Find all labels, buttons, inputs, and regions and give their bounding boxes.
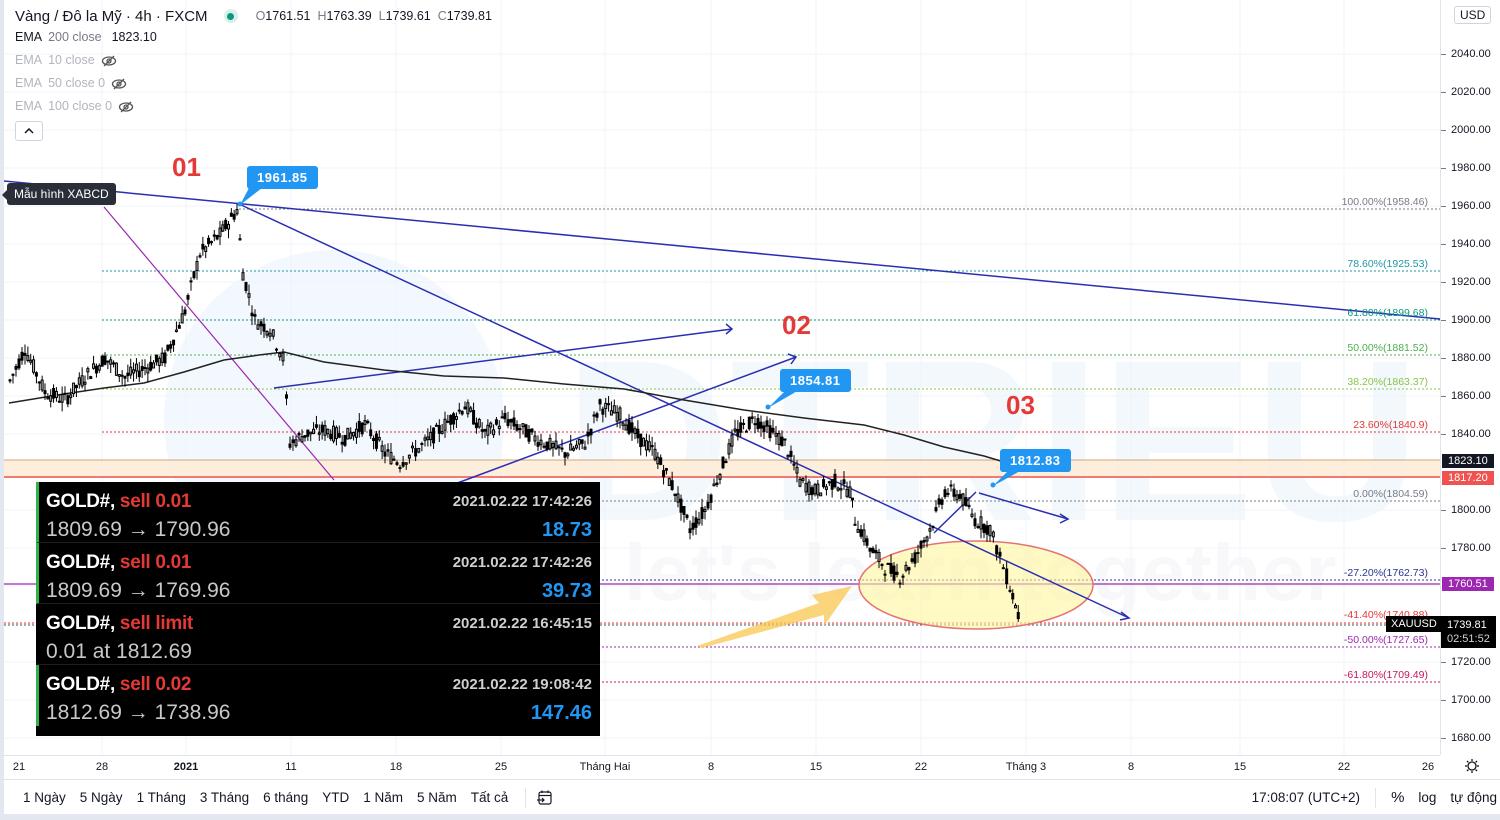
eye-hidden-icon[interactable] xyxy=(111,78,127,90)
fib-label-100: 100.00%(1958.46) xyxy=(1341,196,1428,208)
range-1y[interactable]: 1 Năm xyxy=(363,790,403,805)
indicator-ema100[interactable]: EMA 100 close 0 xyxy=(15,95,492,118)
fib-label-n50: -50.00%(1727.65) xyxy=(1343,634,1428,646)
pattern-label[interactable]: Mẫu hình XABCD xyxy=(2,183,116,205)
range-1m[interactable]: 1 Tháng xyxy=(136,790,186,805)
gear-icon[interactable] xyxy=(1464,758,1480,774)
chart-legend: Vàng / Đô la Mỹ · 4h · FXCM O1761.51 H17… xyxy=(15,6,492,141)
price-callout-2[interactable]: 1854.81 xyxy=(780,369,851,392)
support-price-tag: 1760.51 xyxy=(1442,577,1494,591)
marker-03: 03 xyxy=(1006,390,1035,420)
range-1d[interactable]: 1 Ngày xyxy=(23,790,66,805)
trade-list: GOLD#, sell 0.01 1809.69 → 1790.96 2021.… xyxy=(36,482,600,736)
range-6m[interactable]: 6 tháng xyxy=(263,790,309,805)
fib-label-382: 38.20%(1863.37) xyxy=(1347,376,1428,388)
indicator-ema50[interactable]: EMA 50 close 0 xyxy=(15,72,492,95)
trade-row[interactable]: GOLD#, sell 0.01 1809.69 → 1790.96 2021.… xyxy=(36,482,600,543)
eye-hidden-icon[interactable] xyxy=(118,101,134,113)
chevron-up-icon xyxy=(24,128,34,134)
window-bottom-border xyxy=(4,814,1500,820)
range-5d[interactable]: 5 Ngày xyxy=(79,790,123,805)
market-status-icon xyxy=(223,9,238,23)
marker-01: 01 xyxy=(172,152,201,182)
trade-row[interactable]: GOLD#, sell 0.01 1809.69 → 1769.96 2021.… xyxy=(36,543,600,604)
price-callout-1[interactable]: 1961.85 xyxy=(247,166,318,189)
fib-label-50: 50.00%(1881.52) xyxy=(1347,342,1428,354)
marker-02: 02 xyxy=(782,310,811,340)
price-axis[interactable]: 2040.00 2020.00 2000.00 1980.00 1960.00 … xyxy=(1440,0,1500,755)
eye-hidden-icon[interactable] xyxy=(101,55,117,67)
bottom-toolbar: 1 Ngày 5 Ngày 1 Tháng 3 Tháng 6 tháng YT… xyxy=(4,779,1500,815)
trade-row[interactable]: GOLD#, sell limit 0.01 at 1812.69 2021.0… xyxy=(36,604,600,665)
range-3m[interactable]: 3 Tháng xyxy=(199,790,250,805)
currency-button[interactable]: USD xyxy=(1454,6,1492,24)
ohlc-values: O1761.51 H1763.39 L1739.61 C1739.81 xyxy=(255,9,492,23)
fib-label-786: 78.60%(1925.53) xyxy=(1347,258,1428,270)
time-axis[interactable]: 21 28 2021 11 18 25 Tháng Hai 8 15 22 Th… xyxy=(4,755,1440,779)
collapse-legend-button[interactable] xyxy=(15,121,43,141)
price-callout-3[interactable]: 1812.83 xyxy=(1000,449,1071,472)
indicator-ema200[interactable]: EMA 200 close 1823.10 xyxy=(15,30,157,44)
symbol-tag: XAUUSD xyxy=(1386,616,1442,632)
fib-label-236: 23.60%(1840.9) xyxy=(1353,419,1428,431)
resistance-price-tag: 1817.20 xyxy=(1442,471,1494,485)
fib-label-618: 61.80%(1899.68) xyxy=(1347,307,1428,319)
symbol-title[interactable]: Vàng / Đô la Mỹ · 4h · FXCM xyxy=(15,7,208,25)
trade-row[interactable]: GOLD#, sell 0.02 1812.69 → 1738.96 2021.… xyxy=(36,665,600,726)
fib-label-n272: -27.20%(1762.73) xyxy=(1343,567,1428,579)
clock[interactable]: 17:08:07 (UTC+2) xyxy=(1251,790,1361,805)
percent-toggle[interactable]: % xyxy=(1391,789,1405,806)
range-all[interactable]: Tất cả xyxy=(470,790,509,805)
indicator-ema10[interactable]: EMA 10 close xyxy=(15,49,492,72)
ema-price-tag: 1823.10 xyxy=(1442,454,1494,468)
auto-scale-toggle[interactable]: tự động xyxy=(1450,790,1497,805)
calendar-goto-icon[interactable] xyxy=(536,789,554,807)
divider xyxy=(525,787,527,808)
range-ytd[interactable]: YTD xyxy=(322,790,350,805)
fib-label-n618: -61.80%(1709.49) xyxy=(1343,669,1428,681)
divider xyxy=(1375,787,1377,808)
last-price-tag: 1739.81 02:51:52 xyxy=(1441,616,1496,648)
log-toggle[interactable]: log xyxy=(1418,790,1437,805)
fib-label-0: 0.00%(1804.59) xyxy=(1353,488,1428,500)
range-5y[interactable]: 5 Năm xyxy=(416,790,457,805)
